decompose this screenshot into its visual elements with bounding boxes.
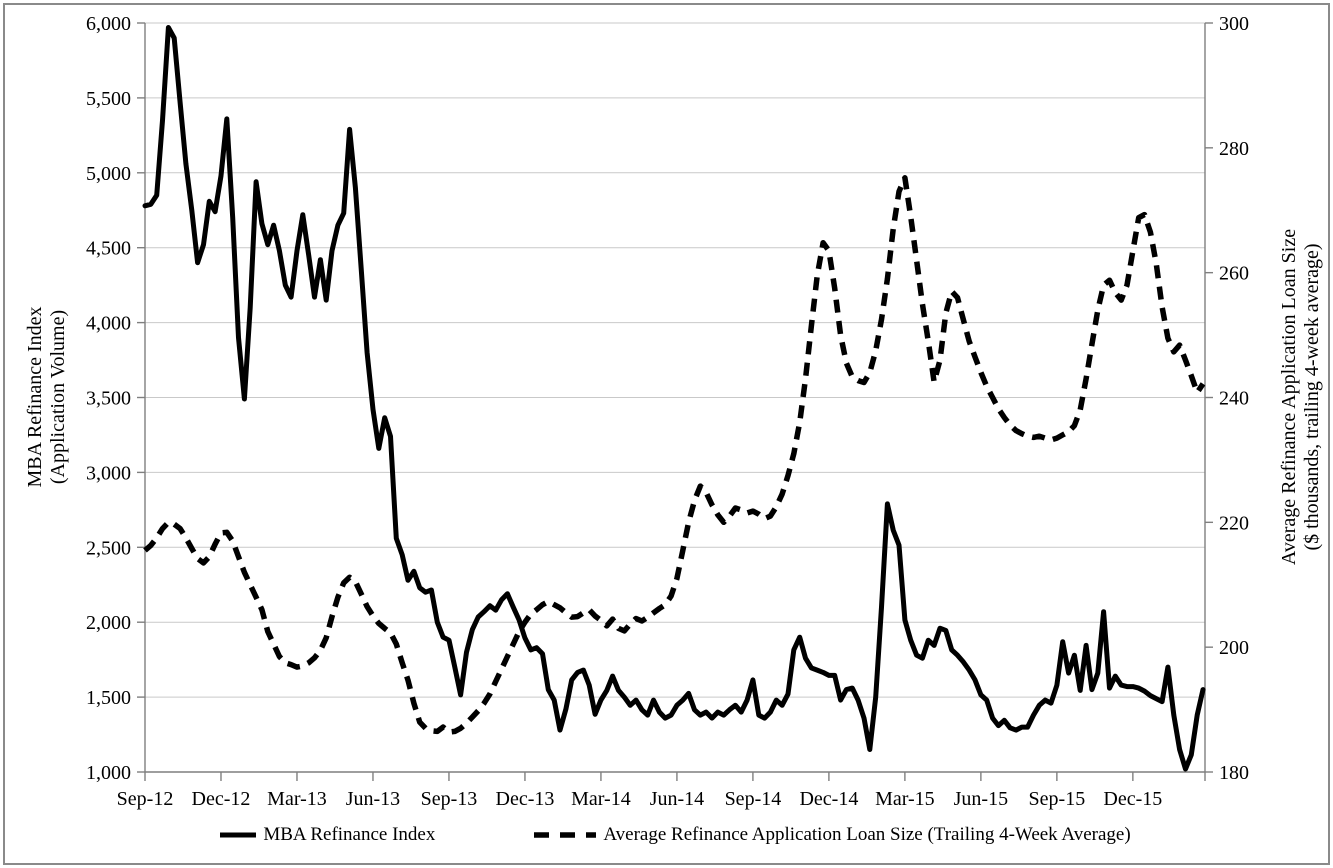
y-left-tick-label: 5,000: [86, 163, 131, 185]
y-right-tick-label: 220: [1219, 512, 1249, 534]
solid-line-swatch-icon: [220, 832, 257, 838]
y-left-tick-label: 6,000: [86, 13, 131, 35]
x-tick-label: Jun-15: [954, 788, 1008, 810]
legend-label-refinance-index: MBA Refinance Index: [263, 824, 436, 845]
y-right-tick-label: 240: [1219, 388, 1249, 410]
x-tick-label: Dec-13: [496, 788, 555, 810]
x-tick-label: Sep-15: [1029, 788, 1086, 810]
y-right-axis-title-line1: Average Refinance Application Loan Size: [1278, 228, 1300, 566]
y-right-tick-label: 260: [1219, 263, 1249, 285]
x-tick-label: Mar-13: [267, 788, 327, 810]
legend: MBA Refinance Index Average Refinance Ap…: [145, 824, 1205, 846]
y-left-tick-label: 5,500: [86, 88, 131, 110]
y-left-tick-label: 4,500: [86, 238, 131, 260]
y-right-axis-title-line2: ($ thousands, trailing 4-week average): [1301, 243, 1323, 551]
x-tick-label: Jun-14: [650, 788, 704, 810]
y-right-tick-label: 180: [1219, 762, 1249, 784]
dashed-line-swatch-icon: [534, 832, 597, 838]
y-right-tick-label: 280: [1219, 138, 1249, 160]
y-left-tick-label: 2,000: [86, 612, 131, 634]
x-tick-label: Dec-14: [799, 788, 858, 810]
x-tick-label: Sep-14: [725, 788, 782, 810]
x-tick-label: Dec-12: [192, 788, 251, 810]
y-right-tick-label: 200: [1219, 637, 1249, 659]
x-tick-label: Dec-15: [1103, 788, 1162, 810]
x-tick-label: Mar-15: [875, 788, 935, 810]
legend-label-loan-size: Average Refinance Application Loan Size …: [603, 824, 1131, 845]
x-tick-label: Sep-12: [117, 788, 174, 810]
legend-item-refinance-index: MBA Refinance Index: [219, 824, 435, 846]
y-left-axis-title: MBA Refinance Index (Application Volume): [24, 306, 70, 487]
loan-size-series-line: [143, 175, 1206, 735]
y-left-axis-title-line1: MBA Refinance Index: [24, 306, 46, 488]
x-tick-label: Mar-14: [571, 788, 631, 810]
refinance-index-series-line: [142, 25, 1206, 772]
y-left-tick-label: 4,000: [86, 313, 131, 335]
y-right-axis-title: Average Refinance Application Loan Size …: [1278, 229, 1324, 565]
y-left-axis-title-line2: (Application Volume): [47, 309, 69, 485]
y-left-tick-label: 3,000: [86, 462, 131, 484]
y-left-tick-label: 2,500: [86, 537, 131, 559]
x-tick-label: Jun-13: [346, 788, 400, 810]
y-left-tick-label: 1,000: [86, 762, 131, 784]
legend-item-loan-size: Average Refinance Application Loan Size …: [533, 824, 1131, 846]
y-left-tick-label: 1,500: [86, 687, 131, 709]
y-left-tick-label: 3,500: [86, 388, 131, 410]
x-tick-label: Sep-13: [421, 788, 478, 810]
y-right-tick-label: 300: [1219, 13, 1249, 35]
